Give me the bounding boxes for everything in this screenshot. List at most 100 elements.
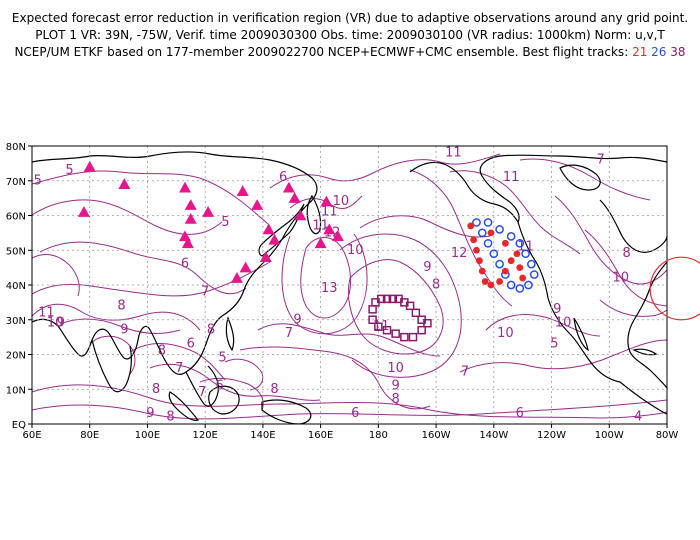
track-blue-circle-marker [489,249,499,259]
coastline-asia [32,151,318,375]
track-blue-circle-marker [521,249,530,259]
contour-label: 8 [158,344,166,359]
y-tick-label: EQ [12,420,26,431]
track-square-marker [417,325,426,335]
track-square-marker [391,329,400,338]
contour-line [32,399,667,420]
y-tick-label: 50N [6,246,26,257]
track-triangle-marker [268,233,281,245]
contour-label: 7 [461,364,469,379]
contour-label: 8 [152,382,160,397]
track-triangle-marker [262,223,275,235]
contour-label: 11 [321,205,338,220]
track-triangle-marker [288,192,301,203]
track-red-dot-marker [516,264,524,272]
track-red-dot-marker [487,281,495,289]
contour-line [599,299,667,317]
verification-region [649,256,700,321]
contour-label: 10 [613,271,630,286]
contour-label: 6 [279,170,287,185]
contour-label: 5 [218,350,226,365]
contour-label: 9 [146,406,154,421]
track-triangle-marker [236,185,249,196]
contour-label: 8 [432,278,440,293]
contour-label: 9 [392,378,400,393]
header-line-3-prefix: NCEP/UM ETKF based on 177-member 2009022… [14,45,629,59]
track-blue-circle-marker [524,280,533,290]
contour-label: 11 [312,218,329,233]
contour-label: 11 [38,305,55,320]
header-line-2: PLOT 1 VR: 39N, -75W, Verif. time 200903… [35,28,665,42]
track-square-marker [408,332,418,342]
x-tick-label: 80E [80,430,99,441]
x-tick-label: 120W [537,430,566,441]
track-triangle-marker [184,212,197,224]
contour-label: 8 [166,410,174,425]
contour-label: 5 [65,163,73,178]
track-square-marker [423,318,432,328]
track-square-marker [374,322,383,331]
verification-region-circle [649,256,700,321]
contour-label: 5 [34,173,42,188]
track-red-dot-marker [513,250,521,258]
contour-line [485,314,601,337]
track-red-dot-marker [467,222,475,230]
contour-line [32,384,667,419]
track-blue-circle-marker [506,280,516,290]
coastline-baja [573,317,589,352]
contour-labels: 5556711109988898766578879131061111121011… [34,145,643,424]
coastline-north-america-east [627,261,667,389]
track-triangle-marker [181,237,194,249]
contour-label: 6 [215,378,223,393]
contour-line [32,170,269,225]
contour-label: 5 [550,337,558,352]
track-red-dot-marker [473,246,480,254]
coastline-alaska [409,154,667,224]
track-blue-circle-marker [529,270,539,279]
track-blue-circle-marker [506,232,516,241]
track-triangle-marker [178,181,191,193]
contour-label: 13 [321,281,338,296]
map-grid [32,146,667,424]
contour-label: 9 [120,323,128,338]
track-red-dot-marker [496,278,503,285]
track-blue-circle-marker [483,218,493,227]
track-square-marker [411,308,421,318]
contour-label: 11 [517,239,534,254]
contour-label: 8 [117,298,125,313]
contour-label: 10 [333,194,350,209]
contour-label: 6 [181,257,189,272]
y-tick-label: 10N [6,385,26,396]
contour-line [89,335,136,375]
contour-label: 10 [47,316,64,331]
track-square-marker [368,315,377,324]
track-triangle-marker [323,223,336,235]
coastline-cuba [632,348,658,356]
contour-label: 8 [622,246,630,261]
x-tick-label: 140W [479,430,508,441]
track-square-marker [388,294,398,304]
contour-label: 8 [392,392,400,407]
coastline-central-america [619,381,667,415]
track-red-dot-marker [501,267,509,275]
track-triangle-marker [230,272,243,283]
coastline-philippines [225,316,235,352]
track-triangle-marker [118,178,131,190]
track-id-red: 21 [632,45,648,59]
contour-line [149,363,321,401]
contour-line [281,233,368,335]
track-blue-circle-marker [515,238,525,248]
y-tick-label: 40N [6,281,26,292]
contour-line [359,215,491,238]
track-square-marker [382,325,392,335]
coastline-india [91,339,132,393]
contour-line [519,158,651,201]
header-line-1: Expected forecast error reduction in ver… [11,11,689,25]
track-blue-circle-marker [472,218,481,227]
track-triangle-marker [202,206,215,217]
track-red-dot-marker [487,229,495,237]
track-square-marker [382,294,392,304]
contour-label: 7 [198,385,206,400]
track-blue-circle-marker [495,225,504,234]
